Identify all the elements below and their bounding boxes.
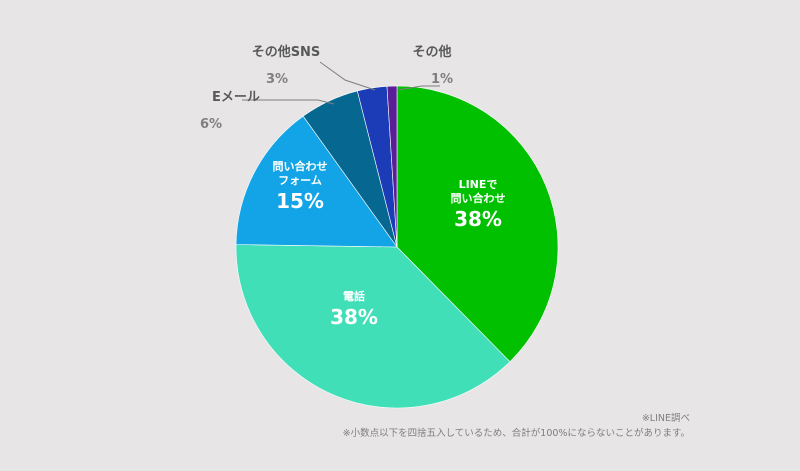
slice-name-label: Eメール (212, 90, 260, 105)
slice-name-label: 電話 (343, 289, 365, 303)
slice-name-label: フォーム (278, 174, 322, 187)
leader-line (396, 85, 440, 91)
pie-slices (235, 85, 559, 409)
slice-percent-label: 15% (276, 189, 324, 213)
pie-slice-2 (235, 244, 511, 409)
slice-percent-label: 3% (266, 72, 288, 87)
leader-lines (242, 61, 440, 105)
slice-name-label: その他 (412, 44, 451, 60)
slice-labels: LINEで問い合わせ38%電話38%問い合わせフォーム15%Eメール6%その他S… (200, 44, 506, 329)
source-note: ※LINE調べ (642, 412, 690, 424)
slice-percent-label: 38% (454, 207, 502, 231)
leader-line (319, 61, 376, 91)
slice-name-label: 問い合わせ (273, 159, 328, 173)
slice-name-label: 問い合わせ (451, 191, 506, 205)
slice-percent-label: 38% (330, 305, 378, 329)
slice-name-label: その他SNS (252, 44, 321, 60)
pie-slice-1 (396, 85, 559, 363)
pie-slice-6 (386, 85, 398, 248)
slice-percent-label: 1% (431, 72, 453, 87)
rounding-note: ※小数点以下を四捨五入しているため、合計が100%にならないことがあります。 (343, 427, 690, 439)
slice-name-label: LINEで (459, 178, 498, 191)
leader-line (242, 99, 335, 105)
slice-percent-label: 6% (200, 117, 222, 132)
pie-slice-3 (235, 115, 398, 248)
